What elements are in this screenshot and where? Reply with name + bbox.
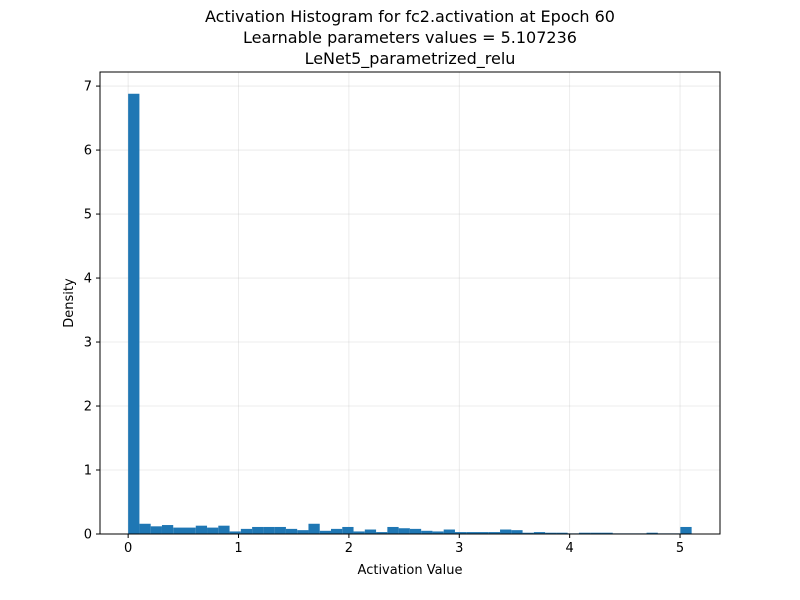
histogram-bar-16 bbox=[308, 523, 320, 534]
x-tick-label-2: 2 bbox=[345, 541, 353, 556]
y-tick-label-0: 0 bbox=[84, 528, 92, 543]
histogram-bar-26 bbox=[421, 530, 433, 534]
histogram-bar-24 bbox=[398, 528, 410, 534]
y-tick-label-6: 6 bbox=[84, 144, 92, 159]
histogram-bar-1 bbox=[139, 523, 151, 534]
histogram-bar-34 bbox=[511, 530, 523, 534]
histogram-bar-38 bbox=[556, 532, 568, 534]
histogram-bars bbox=[128, 93, 692, 535]
histogram-bar-33 bbox=[500, 529, 512, 534]
chart-title-line-3: LeNet5_parametrized_relu bbox=[305, 49, 516, 69]
grid-lines bbox=[100, 72, 720, 535]
histogram-bar-37 bbox=[545, 532, 557, 534]
histogram-bar-5 bbox=[184, 527, 196, 534]
histogram-bar-3 bbox=[161, 525, 174, 534]
histogram-bar-7 bbox=[207, 527, 219, 534]
histogram-bar-6 bbox=[195, 525, 208, 534]
x-tick-label-5: 5 bbox=[676, 541, 684, 556]
histogram-bar-14 bbox=[285, 528, 298, 534]
y-tick-label-2: 2 bbox=[84, 400, 92, 415]
histogram-bar-35 bbox=[522, 532, 534, 534]
histogram-bar-25 bbox=[409, 528, 422, 534]
histogram-bar-40 bbox=[578, 532, 591, 534]
x-tick-label-4: 4 bbox=[566, 541, 574, 556]
x-tick-label-3: 3 bbox=[455, 541, 463, 556]
histogram-bar-31 bbox=[477, 532, 489, 534]
x-axis-label: Activation Value bbox=[358, 563, 463, 578]
histogram-bar-4 bbox=[173, 527, 185, 534]
histogram-bar-30 bbox=[466, 532, 478, 534]
histogram-bar-46 bbox=[646, 532, 658, 534]
histogram-bar-36 bbox=[533, 532, 546, 534]
histogram-bar-22 bbox=[376, 532, 388, 534]
histogram-bar-28 bbox=[443, 529, 455, 534]
y-tick-label-5: 5 bbox=[84, 208, 92, 223]
y-axis-ticks: 0 1 2 3 4 5 6 7 bbox=[84, 80, 100, 543]
histogram-bar-32 bbox=[488, 532, 501, 534]
histogram-bar-41 bbox=[590, 532, 602, 534]
histogram-bar-20 bbox=[353, 531, 365, 534]
y-tick-label-3: 3 bbox=[84, 336, 92, 351]
histogram-bar-42 bbox=[601, 532, 613, 534]
histogram-bar-27 bbox=[432, 531, 444, 534]
histogram-bar-13 bbox=[274, 526, 286, 534]
x-axis-ticks: 0 1 2 3 4 5 bbox=[124, 534, 684, 556]
y-tick-label-1: 1 bbox=[84, 464, 92, 479]
y-tick-label-7: 7 bbox=[84, 80, 92, 95]
histogram-bar-2 bbox=[150, 526, 162, 534]
histogram-bar-0 bbox=[128, 93, 140, 535]
histogram-bar-15 bbox=[297, 530, 309, 534]
histogram-bar-49 bbox=[680, 526, 692, 534]
histogram-bar-18 bbox=[331, 528, 343, 534]
histogram-bar-21 bbox=[364, 529, 377, 534]
y-tick-label-4: 4 bbox=[84, 272, 92, 287]
chart-title-line-1: Activation Histogram for fc2.activation … bbox=[205, 7, 615, 26]
histogram-bar-19 bbox=[342, 526, 354, 534]
x-tick-label-0: 0 bbox=[124, 541, 132, 556]
histogram-bar-9 bbox=[229, 531, 241, 534]
x-tick-label-1: 1 bbox=[234, 541, 242, 556]
plot-area-frame bbox=[99, 71, 721, 535]
histogram-bar-10 bbox=[240, 528, 253, 534]
histogram-bar-29 bbox=[454, 532, 467, 534]
histogram-bar-23 bbox=[387, 526, 399, 534]
histogram-bar-12 bbox=[263, 526, 275, 534]
histogram-bar-17 bbox=[319, 530, 332, 534]
y-axis-label: Density bbox=[62, 278, 77, 328]
histogram-bar-8 bbox=[218, 525, 230, 534]
histogram-bar-11 bbox=[252, 526, 264, 534]
chart-title-line-2: Learnable parameters values = 5.107236 bbox=[243, 28, 577, 47]
